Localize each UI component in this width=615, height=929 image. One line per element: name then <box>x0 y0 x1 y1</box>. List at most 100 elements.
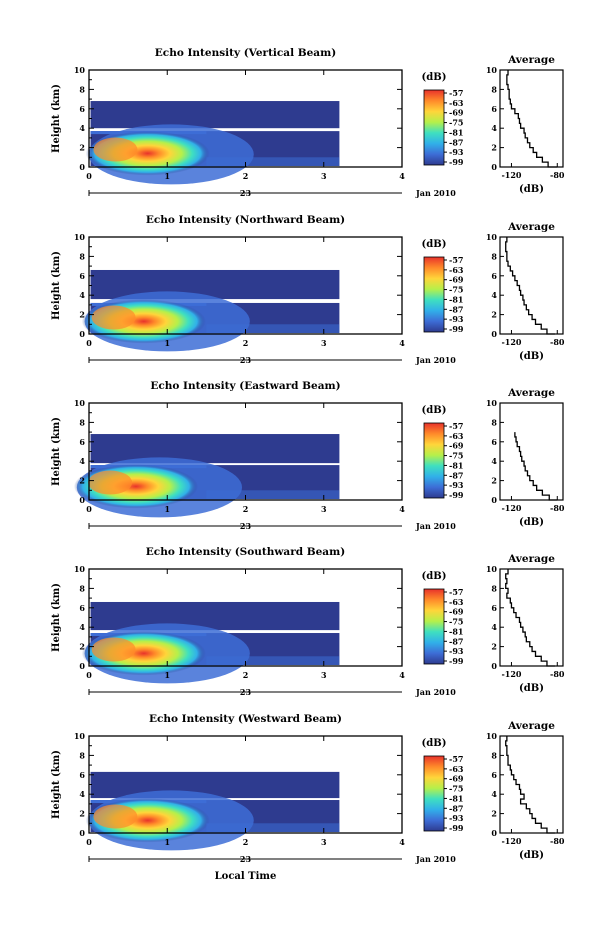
x-tick-label: 0 <box>86 504 92 514</box>
y-tick-label: 10 <box>74 65 86 75</box>
colorbar-tick-label: -87 <box>449 636 463 646</box>
profile-y-tick-label: 0 <box>491 495 497 505</box>
y-tick-label: 6 <box>79 603 85 613</box>
profile-x-tick-label: -120 <box>501 669 521 679</box>
profile-title: Average <box>507 720 555 732</box>
colorbar-tick-label: -57 <box>449 421 463 431</box>
profile-y-tick-label: 2 <box>491 642 497 652</box>
profile-frame <box>499 236 564 335</box>
colorbar-tick-label: -81 <box>449 460 463 470</box>
panel-title: Echo Intensity (Southward Beam) <box>146 546 345 558</box>
y-tick-label: 10 <box>74 731 86 741</box>
profile-x-tick-label: -80 <box>550 669 565 679</box>
profile-y-tick-label: 4 <box>491 789 497 799</box>
colorbar <box>423 422 445 499</box>
colorbar-tick-label: -93 <box>449 480 464 490</box>
y-tick-label: 0 <box>79 828 85 838</box>
x-tick-label: 4 <box>399 171 405 181</box>
profile-y-tick-label: 10 <box>486 398 498 408</box>
x-tick-label: 2 <box>243 338 249 348</box>
panel-2: Echo Intensity (Eastward Beam)0246810Hei… <box>51 380 565 531</box>
panel-4: Echo Intensity (Westward Beam)0246810Hei… <box>51 713 565 882</box>
colorbar-tick-label: -81 <box>449 294 463 304</box>
colorbar-tick-label: -93 <box>449 147 464 157</box>
y-tick-label: 6 <box>79 437 85 447</box>
x-tick-label: 4 <box>399 338 405 348</box>
profile-y-tick-label: 2 <box>491 310 497 320</box>
echo-tail <box>206 324 340 334</box>
colorbar-tick-label: -81 <box>449 127 463 137</box>
y-tick-label: 8 <box>79 583 85 593</box>
x-tick-label: 1 <box>164 670 170 680</box>
profile-title: Average <box>507 54 555 66</box>
profile-y-tick-label: 8 <box>491 750 497 760</box>
x-tick-label: 2 <box>243 837 249 847</box>
y-tick-label: 0 <box>79 661 85 671</box>
colorbar-tick-label: -81 <box>449 793 463 803</box>
colorbar-tick-label: -75 <box>449 784 463 794</box>
profile-x-label: (dB) <box>519 683 544 694</box>
y-tick-label: 4 <box>79 789 85 799</box>
colorbar-tick-label: -87 <box>449 137 463 147</box>
colorbar-tick-label: -63 <box>449 98 464 108</box>
x-tick-label: 0 <box>86 837 92 847</box>
colorbar-tick-label: -99 <box>449 656 464 666</box>
x-tick-label: 4 <box>399 837 405 847</box>
panel-3: Echo Intensity (Southward Beam)0246810He… <box>51 546 565 697</box>
y-axis-label: Height (km) <box>51 417 62 486</box>
colorbar-label: (dB) <box>422 239 447 250</box>
colorbar-tick-label: -63 <box>449 431 464 441</box>
colorbar-tick-label: -57 <box>449 255 463 265</box>
colorbar-label: (dB) <box>422 571 447 582</box>
y-tick-label: 10 <box>74 232 86 242</box>
cloud-layer-upper <box>90 269 340 300</box>
panel-0: Echo Intensity (Vertical Beam)0246810Hei… <box>51 47 565 198</box>
date-label: Jan 2010 <box>415 854 456 864</box>
colorbar <box>423 588 445 665</box>
y-tick-label: 8 <box>79 750 85 760</box>
profile-y-tick-label: 2 <box>491 143 497 153</box>
colorbar-tick-label: -75 <box>449 451 463 461</box>
profile-y-tick-label: 0 <box>491 329 497 339</box>
date-label: Jan 2010 <box>415 355 456 365</box>
x-tick-label: 4 <box>399 670 405 680</box>
profile-line <box>505 569 555 667</box>
x-tick-label: 1 <box>164 338 170 348</box>
profile-x-tick-label: -80 <box>550 170 565 180</box>
profile-x-label: (dB) <box>519 850 544 861</box>
y-tick-label: 0 <box>79 329 85 339</box>
panel-title: Echo Intensity (Westward Beam) <box>149 713 342 725</box>
profile-y-tick-label: 4 <box>491 290 497 300</box>
panel-title: Echo Intensity (Eastward Beam) <box>150 380 340 392</box>
y-tick-label: 4 <box>79 456 85 466</box>
echo-core-secondary <box>93 804 138 829</box>
echo-core-secondary <box>88 470 133 495</box>
y-tick-label: 4 <box>79 290 85 300</box>
profile-x-label: (dB) <box>519 184 544 195</box>
y-tick-label: 4 <box>79 622 85 632</box>
profile-x-tick-label: -120 <box>501 503 521 513</box>
colorbar-tick-label: -99 <box>449 490 464 500</box>
colorbar-tick-label: -99 <box>449 157 464 167</box>
profile-y-tick-label: 0 <box>491 661 497 671</box>
cloud-layer-upper <box>90 434 340 464</box>
x-tick-label: 0 <box>86 338 92 348</box>
colorbar-tick-label: -75 <box>449 617 463 627</box>
profile-title: Average <box>507 387 555 399</box>
profile-y-tick-label: 10 <box>486 731 498 741</box>
panel-title: Echo Intensity (Northward Beam) <box>146 214 345 226</box>
profile-line <box>514 432 558 501</box>
day-label: 23 <box>240 355 252 365</box>
colorbar <box>423 256 445 333</box>
profile-frame <box>499 402 564 501</box>
colorbar-tick-label: -57 <box>449 587 463 597</box>
x-tick-label: 3 <box>321 504 327 514</box>
y-tick-label: 6 <box>79 770 85 780</box>
colorbar-tick-label: -69 <box>449 607 464 617</box>
y-tick-label: 2 <box>79 476 85 486</box>
y-tick-label: 2 <box>79 310 85 320</box>
x-tick-label: 3 <box>321 670 327 680</box>
x-tick-label: 3 <box>321 338 327 348</box>
colorbar-tick-label: -69 <box>449 108 464 118</box>
